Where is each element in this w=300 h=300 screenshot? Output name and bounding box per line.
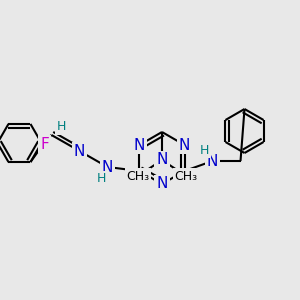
Text: N: N — [102, 160, 113, 175]
Text: N: N — [74, 143, 85, 158]
Text: CH₃: CH₃ — [126, 169, 150, 182]
Text: CH₃: CH₃ — [174, 169, 198, 182]
Text: H: H — [200, 143, 209, 157]
Text: N: N — [156, 152, 168, 167]
Text: F: F — [40, 136, 49, 152]
Text: N: N — [156, 176, 168, 191]
Text: N: N — [179, 137, 190, 152]
Text: N: N — [207, 154, 218, 169]
Text: H: H — [57, 121, 66, 134]
Text: N: N — [134, 137, 145, 152]
Text: H: H — [97, 172, 106, 185]
